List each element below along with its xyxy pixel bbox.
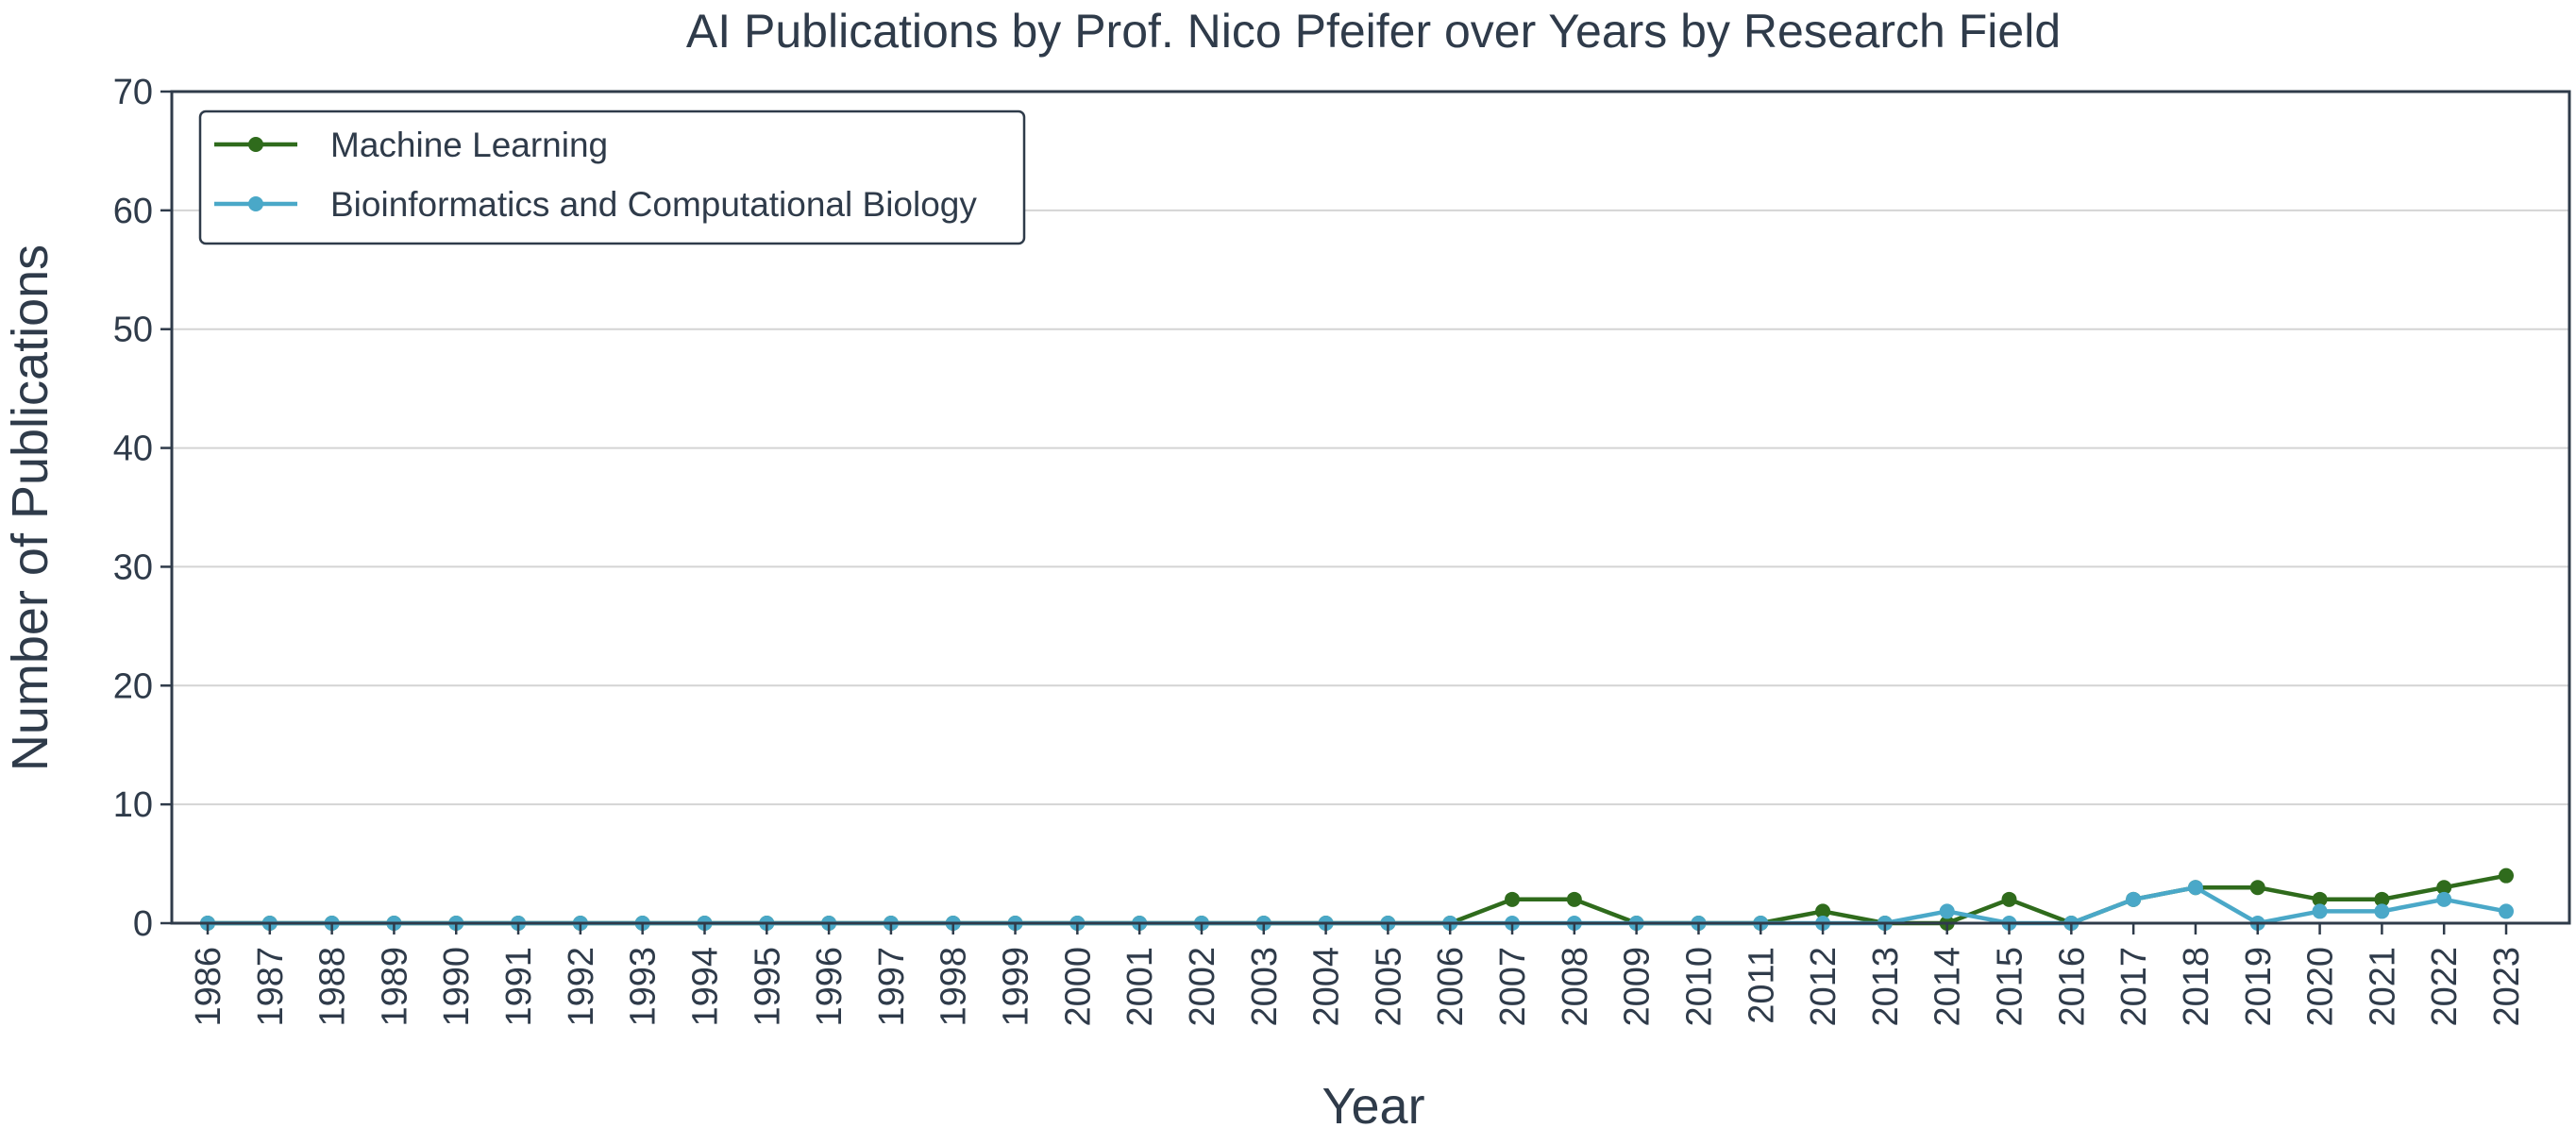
chart-title: AI Publications by Prof. Nico Pfeifer ov… xyxy=(686,5,2061,58)
x-tick-label: 2022 xyxy=(2425,947,2465,1027)
series-line xyxy=(208,873,2507,926)
legend: Machine Learning Bioinformatics and Compu… xyxy=(198,109,1026,245)
legend-item: Machine Learning xyxy=(214,126,608,164)
x-tick-label: 1998 xyxy=(934,947,974,1027)
x-tick-label: 1997 xyxy=(872,947,912,1027)
x-tick-label: 1986 xyxy=(189,947,228,1027)
series-line xyxy=(208,884,2507,926)
data-point xyxy=(2374,891,2390,907)
x-tick-label: 2016 xyxy=(2052,947,2092,1027)
legend-label: Bioinformatics and Computational Biology xyxy=(330,185,977,224)
data-point xyxy=(2126,891,2142,907)
x-tick-label: 1996 xyxy=(810,947,850,1027)
x-tick-label: 2015 xyxy=(1991,947,2030,1027)
x-tick-label: 1995 xyxy=(748,947,787,1027)
data-point xyxy=(1815,903,1831,919)
legend-marker xyxy=(248,137,263,152)
data-point xyxy=(2436,880,2452,896)
data-point xyxy=(2312,903,2328,919)
x-tick-label: 2006 xyxy=(1431,947,1471,1027)
x-tick-label: 1988 xyxy=(313,947,353,1027)
data-point xyxy=(1939,903,1955,919)
x-tick-label: 2014 xyxy=(1928,947,1968,1027)
legend-box xyxy=(198,109,1026,245)
x-tick-label: 1991 xyxy=(499,947,539,1027)
data-point xyxy=(2499,903,2514,919)
data-point xyxy=(2499,867,2514,884)
x-tick-label: 2003 xyxy=(1245,947,1285,1027)
series-group xyxy=(200,867,2514,931)
y-tick-label: 50 xyxy=(113,311,153,350)
x-tick-label: 1990 xyxy=(437,947,477,1027)
x-tick-label: 2001 xyxy=(1120,947,1160,1027)
x-tick-label: 2013 xyxy=(1866,947,1906,1027)
x-tick-label: 2000 xyxy=(1058,947,1098,1027)
x-tick-label: 1987 xyxy=(251,947,291,1027)
legend-label: Machine Learning xyxy=(330,126,608,164)
x-tick-label: 2023 xyxy=(2487,947,2527,1027)
x-tick-label: 2002 xyxy=(1183,947,1222,1027)
plot-frame xyxy=(170,90,2571,925)
x-tick-label: 1993 xyxy=(624,947,664,1027)
x-tick-label: 2009 xyxy=(1618,947,1658,1027)
x-tick-label: 2007 xyxy=(1493,947,1533,1027)
x-tick-label: 2005 xyxy=(1369,947,1408,1027)
x-tick-label: 2018 xyxy=(2177,947,2216,1027)
x-tick-label: 2008 xyxy=(1556,947,1595,1027)
y-axis-ticks: 0 10 20 30 40 50 60 70 xyxy=(113,73,172,944)
data-point xyxy=(2312,891,2328,907)
x-tick-label: 2017 xyxy=(2114,947,2154,1027)
data-point xyxy=(2249,880,2265,896)
y-tick-label: 20 xyxy=(113,666,153,706)
data-point xyxy=(1505,891,1521,907)
gridlines xyxy=(172,209,2569,806)
x-tick-label: 1999 xyxy=(997,947,1036,1027)
x-tick-label: 2021 xyxy=(2363,947,2402,1027)
data-point xyxy=(2187,880,2203,896)
x-tick-label: 1992 xyxy=(562,947,601,1027)
x-axis-label: Year xyxy=(1322,1078,1424,1135)
x-tick-label: 2020 xyxy=(2301,947,2341,1027)
y-axis-label: Number of Publications xyxy=(2,244,59,771)
x-tick-label: 2010 xyxy=(1679,947,1719,1027)
x-axis-ticks: 1986 1987 1988 1989 1990 1991 1992 1993 1994 1995… xyxy=(189,923,2527,1027)
y-tick-label: 60 xyxy=(113,192,153,231)
y-tick-label: 0 xyxy=(133,904,153,944)
data-point xyxy=(2374,903,2390,919)
y-tick-label: 30 xyxy=(113,547,153,587)
x-tick-label: 2011 xyxy=(1742,947,1781,1024)
y-tick-label: 40 xyxy=(113,429,153,469)
data-point xyxy=(1566,891,1582,907)
x-tick-label: 2012 xyxy=(1804,947,1844,1027)
y-tick-label: 70 xyxy=(113,73,153,112)
legend-item: Bioinformatics and Computational Biology xyxy=(214,185,977,224)
x-tick-label: 2019 xyxy=(2239,947,2279,1027)
data-point xyxy=(2001,891,2017,907)
x-tick-label: 1989 xyxy=(375,947,414,1027)
x-tick-label: 2004 xyxy=(1307,947,1347,1027)
x-tick-label: 1994 xyxy=(685,947,725,1027)
y-tick-label: 10 xyxy=(113,785,153,825)
legend-marker xyxy=(248,196,263,211)
data-point xyxy=(2436,891,2452,907)
